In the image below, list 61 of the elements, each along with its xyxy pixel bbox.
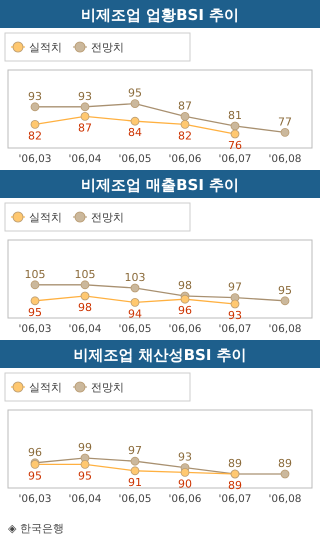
data-label: 93: [78, 90, 92, 103]
data-label: 87: [78, 121, 92, 134]
legend-label: 전망치: [91, 381, 124, 394]
x-tick-label: '06,04: [68, 323, 102, 335]
data-label: 99: [78, 441, 92, 454]
legend-label: 실적치: [29, 381, 62, 394]
data-label: 91: [128, 476, 142, 489]
data-label: 97: [228, 280, 242, 294]
x-tick-label: '06,04: [68, 153, 102, 165]
data-label: 95: [28, 469, 42, 482]
x-tick-label: '06,08: [268, 153, 302, 165]
x-tick-label: '06,08: [268, 493, 302, 505]
data-label: 81: [228, 109, 242, 122]
x-tick-label: '06,07: [218, 493, 252, 505]
data-label: 93: [28, 90, 42, 103]
data-label: 89: [228, 479, 242, 492]
chart-title: 비제조업 업황BSI 추이: [80, 6, 240, 24]
legend-label: 실적치: [29, 41, 62, 54]
data-label: 82: [178, 129, 192, 142]
data-label: 105: [24, 268, 46, 281]
data-label: 95: [278, 284, 292, 297]
x-tick-label: '06,05: [118, 493, 152, 505]
x-tick-label: '06,03: [18, 323, 52, 335]
x-tick-label: '06,04: [68, 493, 102, 505]
data-label: 96: [28, 446, 42, 459]
chart-title: 비제조업 매출BSI 추이: [80, 176, 240, 194]
x-tick-label: '06,08: [268, 323, 302, 335]
chart-title: 비제조업 채산성BSI 추이: [73, 346, 247, 364]
data-label: 95: [128, 86, 142, 100]
data-label: 94: [128, 307, 142, 320]
x-tick-label: '06,06: [168, 493, 202, 505]
data-label: 90: [178, 477, 192, 490]
text: ◈ 한국은행: [8, 522, 64, 535]
data-label: 82: [28, 129, 42, 142]
data-label: 87: [178, 99, 192, 112]
x-tick-label: '06,07: [218, 323, 252, 335]
x-tick-label: '06,07: [218, 153, 252, 165]
data-label: 93: [228, 309, 242, 322]
data-label: 103: [124, 271, 146, 284]
data-label: 97: [128, 444, 142, 458]
data-label: 84: [128, 126, 142, 140]
x-tick-label: '06,03: [18, 493, 52, 505]
x-tick-label: '06,06: [168, 323, 202, 335]
data-label: 98: [178, 279, 192, 292]
data-label: 96: [178, 304, 192, 318]
data-label: 76: [228, 139, 242, 152]
data-label: 93: [178, 450, 192, 464]
x-tick-label: '06,03: [18, 153, 52, 165]
data-label: 89: [228, 457, 242, 470]
x-tick-label: '06,05: [118, 323, 152, 335]
data-label: 95: [28, 306, 42, 319]
legend-label: 실적치: [29, 211, 62, 224]
data-label: 95: [78, 469, 92, 482]
x-tick-label: '06,06: [168, 153, 202, 165]
data-label: 98: [78, 301, 92, 314]
data-label: 105: [74, 268, 96, 281]
data-label: 89: [278, 457, 292, 470]
data-label: 77: [278, 115, 292, 128]
x-tick-label: '06,05: [118, 153, 152, 165]
legend-label: 전망치: [91, 41, 124, 54]
legend-label: 전망치: [91, 211, 124, 224]
